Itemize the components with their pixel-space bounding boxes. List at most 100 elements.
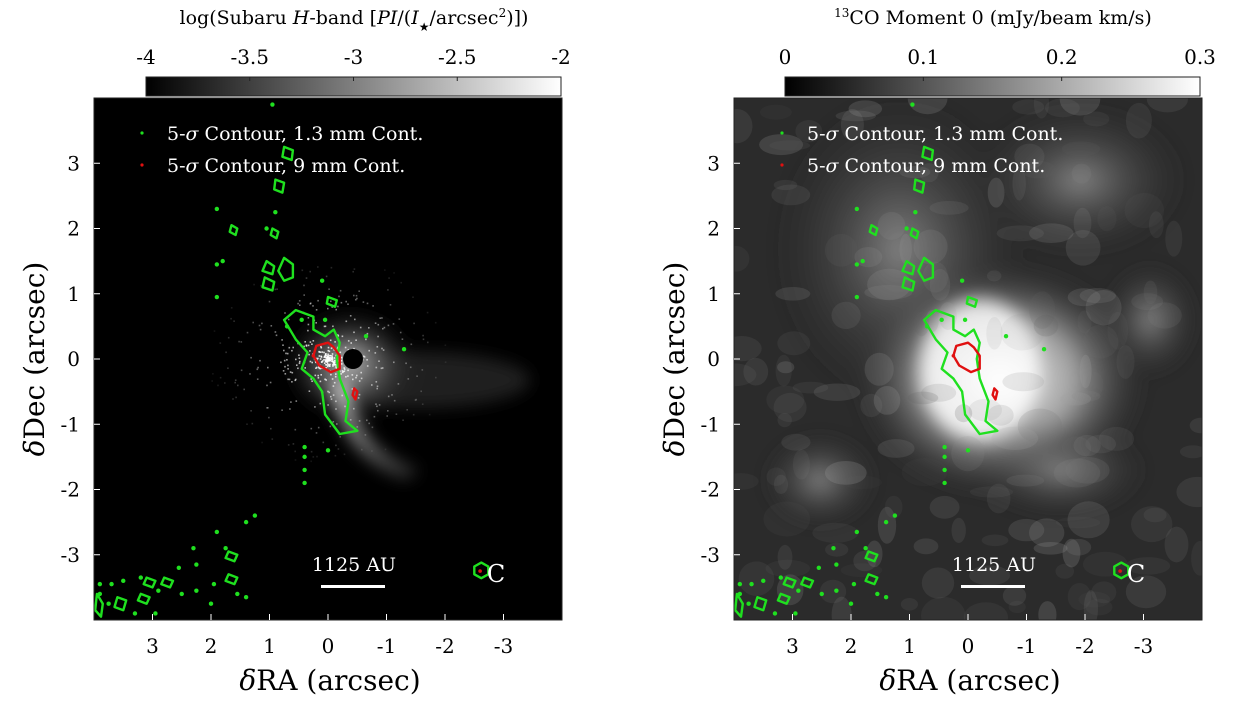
speckle — [311, 343, 313, 345]
speckle — [376, 385, 379, 388]
emission-clump — [1078, 591, 1111, 608]
x-tick-label: 2 — [845, 634, 858, 658]
speckle — [398, 318, 401, 320]
legend-sigma: σ — [826, 155, 840, 177]
contour-1p3mm — [776, 592, 791, 605]
emission-clump — [901, 230, 939, 269]
speckle — [332, 360, 334, 363]
emission-clump — [1146, 98, 1188, 113]
y-tick-label: -2 — [701, 478, 720, 502]
emission-clump — [1002, 585, 1027, 606]
scalebar-label: 1125 AU — [312, 554, 396, 576]
emission-clump — [773, 474, 789, 494]
speckle — [334, 359, 336, 362]
speckle — [227, 336, 230, 339]
speckle — [219, 342, 222, 344]
emission-clump — [1143, 507, 1167, 523]
contour-1p3mm-dot — [302, 467, 307, 473]
contour-1p3mm-dot — [270, 102, 275, 107]
speckle — [323, 351, 325, 354]
y-tick-label: 1 — [67, 282, 80, 306]
speckle — [271, 438, 274, 440]
speckle — [283, 349, 285, 352]
contour-1p3mm-dot — [761, 578, 766, 584]
scalebar — [321, 585, 385, 588]
contour-1p3mm — [113, 596, 128, 612]
emission-clump — [734, 246, 750, 272]
speckle — [243, 388, 245, 391]
speckle — [332, 394, 335, 396]
contour-1p3mm — [1113, 561, 1130, 580]
source-c-label: C — [487, 560, 505, 588]
x-tick-label: 1 — [263, 634, 276, 658]
emission-clump — [864, 352, 894, 386]
contour-1p3mm-dot — [153, 611, 158, 616]
contour-1p3mm-dot — [121, 578, 126, 584]
emission-clump — [1033, 314, 1059, 337]
speckle — [333, 381, 336, 384]
speckle — [339, 289, 342, 292]
speckle — [317, 377, 320, 379]
speckle — [375, 366, 378, 369]
emission-clump — [922, 261, 949, 293]
speckle — [335, 366, 337, 368]
speckle — [330, 373, 332, 376]
speckle — [388, 277, 390, 279]
speckle — [324, 356, 327, 359]
speckle — [297, 367, 299, 370]
y-tick-label: 0 — [67, 347, 80, 371]
speckle — [332, 385, 335, 387]
speckle — [312, 456, 315, 458]
contour-9mm — [991, 387, 999, 401]
contour-1p3mm-dot — [176, 565, 182, 570]
speckle — [331, 353, 334, 355]
speckle — [387, 410, 389, 412]
speckle — [256, 368, 259, 371]
contour-1p3mm — [277, 256, 295, 282]
speckle — [327, 360, 330, 362]
axis-label-text: Dec (arcsec) — [18, 262, 51, 440]
speckle — [275, 334, 278, 337]
speckle — [305, 345, 308, 347]
speckle — [303, 284, 305, 287]
contour-1p3mm-dot — [235, 591, 240, 597]
emission-clump — [864, 285, 913, 300]
speckle — [350, 342, 352, 344]
emission-clump — [1125, 557, 1171, 575]
speckle — [310, 427, 313, 430]
speckle — [351, 388, 354, 390]
y-tick-label: -3 — [61, 543, 80, 567]
contour-1p3mm-dot — [302, 454, 307, 460]
colorbar-tick-label: -2.5 — [438, 45, 477, 69]
speckle — [307, 317, 310, 319]
speckle — [287, 378, 289, 381]
speckle — [337, 448, 340, 450]
speckle — [280, 361, 282, 364]
speckle — [310, 450, 313, 453]
emission-clump — [913, 538, 939, 555]
scalebar — [961, 585, 1025, 588]
speckle — [314, 406, 316, 408]
speckle — [368, 422, 370, 425]
speckle — [320, 345, 322, 348]
speckle — [307, 323, 310, 326]
speckle — [324, 325, 327, 328]
speckle — [393, 399, 396, 402]
speckle — [225, 351, 227, 354]
contour-1p3mm-dot — [302, 480, 307, 486]
speckle — [328, 364, 330, 366]
emission-clump — [969, 486, 1014, 498]
emission-clump — [907, 98, 948, 115]
contour-1p3mm-dot — [965, 448, 971, 453]
axis-label-delta: δ — [18, 439, 51, 456]
speckle — [377, 323, 380, 326]
speckle — [444, 344, 447, 346]
speckle — [399, 331, 402, 334]
coronagraph-mask — [343, 349, 363, 369]
contour-1p3mm — [901, 259, 916, 276]
colorbar-title: log(Subaru H-band [PI/(I★/arcsec2)]) — [180, 6, 529, 34]
contour-1p3mm-dot — [863, 546, 868, 551]
speckle — [334, 364, 336, 366]
legend-marker-red — [780, 163, 784, 167]
emission-clump — [1038, 601, 1057, 620]
